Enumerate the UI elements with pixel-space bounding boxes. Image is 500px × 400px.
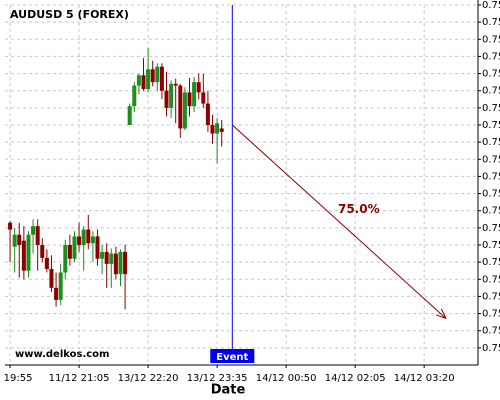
candle-body [58,272,63,300]
candle-body [72,236,77,259]
x-axis-label: Date [211,383,246,398]
candle-body [8,222,13,230]
candle-body [150,69,155,83]
y-tick-label: 0.7563 [482,0,500,11]
candle-body [49,269,54,288]
y-tick-label: 0.7537 [482,223,500,234]
y-tick-label: 0.7555 [482,69,500,80]
candle-body [86,229,91,244]
y-tick-label: 0.7547 [482,137,500,148]
candle-body [173,83,178,86]
candle-body [123,251,128,275]
candle-body [210,125,215,134]
candle-body [196,82,201,93]
candle-body [67,245,72,259]
candle-body [77,236,82,245]
watermark: www.delkos.com [15,349,109,360]
candle-body [219,128,224,132]
candle-body [201,92,206,104]
candle-body [192,82,197,107]
candle-body [169,83,174,108]
candle-body [187,92,192,107]
candle-body [155,66,160,83]
y-tick-label: 0.7545 [482,154,500,165]
candle-body [178,85,183,129]
y-tick-label: 0.7541 [482,189,500,200]
y-tick-label: 0.7529 [482,291,500,302]
candle-body [141,75,146,89]
event-label: Event [216,352,248,363]
y-tick-label: 0.7561 [482,17,500,28]
candle-body [54,287,59,300]
event-box [210,349,255,363]
candle-body [136,75,141,86]
x-tick-label: 13/12 22:20 [118,373,179,384]
y-tick-label: 0.7549 [482,120,500,131]
candle-body [21,240,26,271]
x-tick-label: 14/12 00:50 [256,373,317,384]
y-tick-label: 0.7539 [482,206,500,217]
y-tick-label: 0.7551 [482,103,500,114]
candle-body [159,66,164,91]
candle-body [40,245,45,258]
x-tick-label: 14/12 03:20 [394,373,455,384]
forecast-label: 75.0% [338,202,380,216]
y-tick-label: 0.7523 [482,343,500,354]
candle-body [205,103,210,125]
x-tick-label: 14/12 02:05 [325,373,386,384]
x-tick-label: 12 19:55 [0,373,32,384]
candle-body [109,253,114,264]
y-tick-label: 0.7525 [482,326,500,337]
candle-body [113,253,118,275]
x-tick-label: 11/12 21:05 [49,373,110,384]
candle-body [104,251,109,264]
candle-body [164,90,169,108]
candle-body [31,226,36,235]
candle-body [63,245,68,273]
candle-body [44,257,49,269]
candle-body [90,236,95,244]
y-tick-label: 0.7559 [482,34,500,45]
y-tick-label: 0.7553 [482,86,500,97]
y-tick-label: 0.7535 [482,240,500,251]
chart-title: AUDUSD 5 (FOREX) [10,8,129,21]
forecast-arrow [231,124,445,318]
candle-body [95,236,100,259]
y-tick-label: 0.7527 [482,309,500,320]
candle-body [215,123,220,134]
candle-body [35,226,40,245]
candle-body [17,234,22,245]
candle-body [81,229,86,245]
candle-body [146,69,151,89]
y-tick-label: 0.7543 [482,171,500,182]
y-tick-label: 0.7533 [482,257,500,268]
y-tick-label: 0.7557 [482,51,500,62]
candle-body [26,234,31,271]
candle-body [182,92,187,129]
candle-body [100,251,105,259]
y-tick-label: 0.7531 [482,274,500,285]
plot-area [5,5,478,365]
candle-body [127,106,132,125]
x-tick-label: 13/12 23:35 [187,373,248,384]
candle-body [12,234,17,247]
candle-body [118,251,123,275]
candle-body [132,85,137,107]
